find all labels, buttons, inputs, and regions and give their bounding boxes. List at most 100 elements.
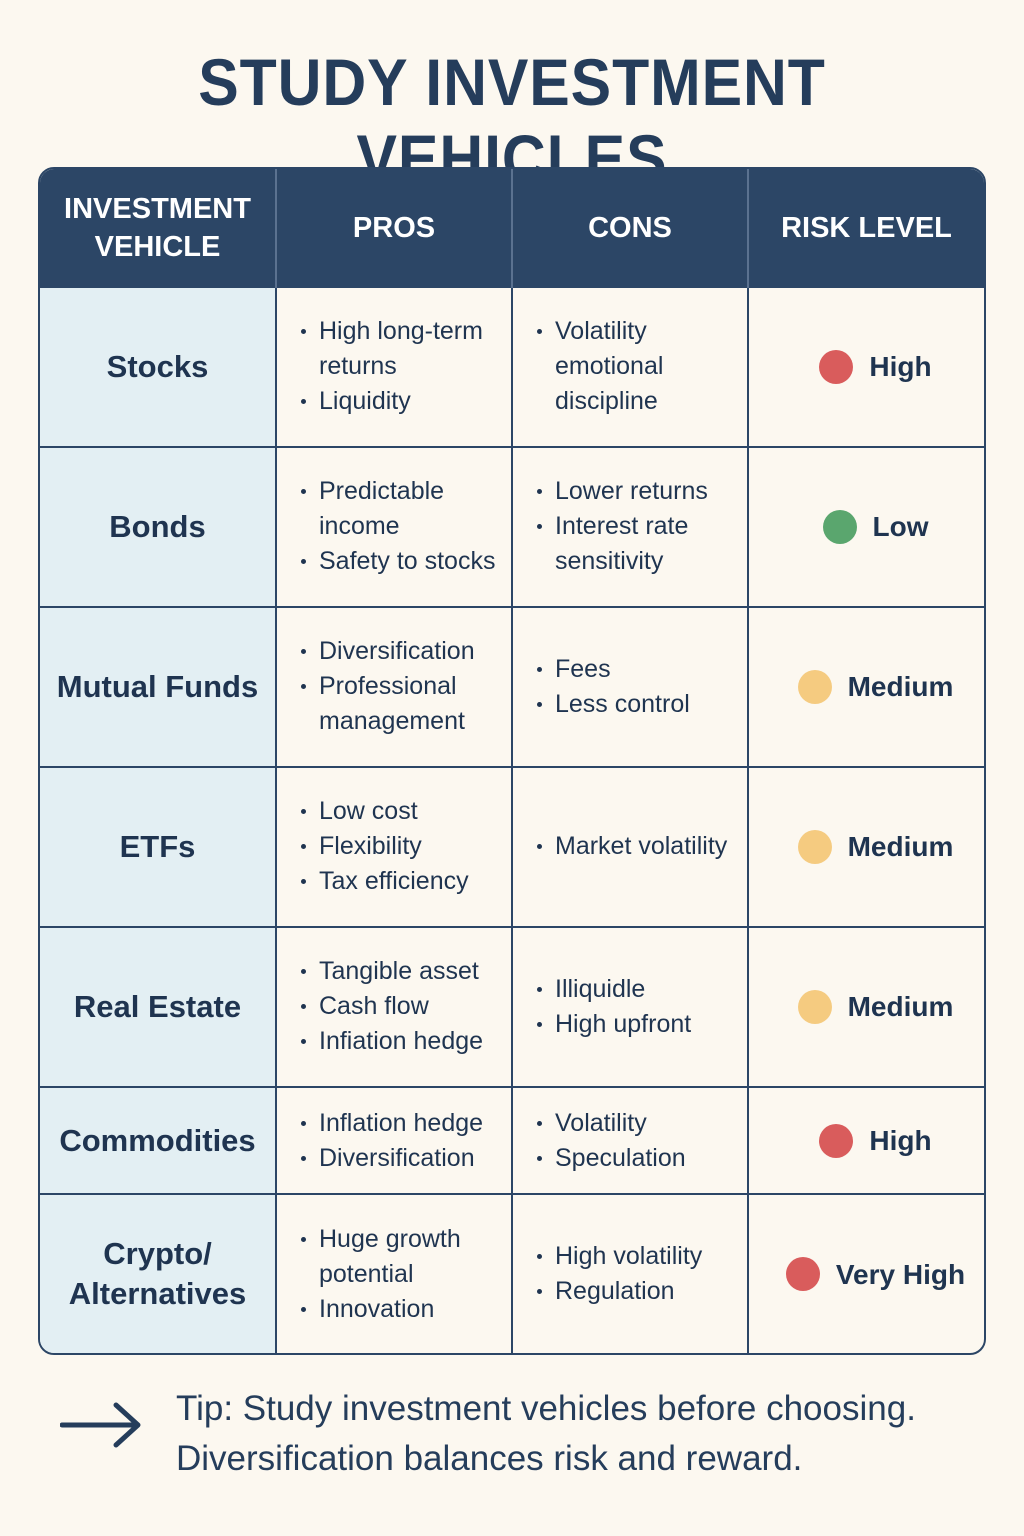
- pros-list: Huge growth potential Innovation: [299, 1222, 507, 1327]
- cons-cell: Market volatility: [512, 765, 749, 927]
- cons-list: Illiquidle High upfront: [535, 972, 743, 1042]
- cons-cell: Fees Less control: [512, 605, 749, 767]
- risk-label: Low: [872, 511, 929, 543]
- risk-dot: [819, 1123, 854, 1158]
- pros-cell: Inflation hedge Diversification: [276, 1085, 513, 1195]
- pro-item: Predictable income: [299, 474, 507, 544]
- vehicle-cell: Bonds: [40, 445, 277, 607]
- pro-item: High long-term returns: [299, 314, 507, 384]
- risk-cell: Medium: [748, 605, 984, 767]
- cons-list: Lower returns Interest rate sensitivity: [535, 474, 743, 579]
- risk-cell: High: [748, 1085, 984, 1195]
- cons-cell: Volatility Speculation: [512, 1085, 749, 1195]
- cons-cell: High volatility Regulation: [512, 1193, 749, 1353]
- risk-dot: [797, 829, 832, 864]
- risk-label: Medium: [847, 671, 954, 703]
- table: INVESTMENT VEHICLE PROS CONS RISK LEVEL Stoc…: [40, 169, 984, 1353]
- cons-cell: Volatility emotional discipline: [512, 286, 749, 447]
- cons-list: Volatility emotional discipline: [535, 314, 743, 419]
- risk-dot: [797, 989, 832, 1024]
- pro-item: Professional management: [299, 669, 507, 739]
- risk-cell: Medium: [748, 925, 984, 1087]
- cons-list: Market volatility: [535, 829, 743, 864]
- con-item: Fees: [535, 652, 743, 687]
- vehicle-cell: Mutual Funds: [40, 605, 277, 767]
- con-item: Interest rate sensitivity: [535, 509, 743, 579]
- pro-item: Diversification: [299, 634, 507, 669]
- risk-indicator: High: [771, 1123, 980, 1158]
- pros-list: Tangible asset Cash flow Infiation hedge: [299, 954, 507, 1059]
- pros-list: Predictable income Safety to stocks: [299, 474, 507, 579]
- tip-line: Tip: Study investment vehicles before ch…: [176, 1389, 916, 1428]
- pro-item: Huge growth potential: [299, 1222, 507, 1292]
- risk-indicator: Medium: [771, 829, 980, 864]
- vehicle-cell: Crypto/ Alternatives: [40, 1193, 277, 1353]
- cons-list: High volatility Regulation: [535, 1239, 743, 1309]
- risk-dot: [819, 349, 854, 384]
- risk-cell: Medium: [748, 765, 984, 927]
- con-item: Regulation: [535, 1274, 743, 1309]
- con-item: Illiquidle: [535, 972, 743, 1007]
- risk-label: Medium: [847, 831, 954, 863]
- con-item: Volatility emotional discipline: [535, 314, 743, 419]
- pros-list: High long-term returns Liquidity: [299, 314, 507, 419]
- vehicle-cell: ETFs: [40, 765, 277, 927]
- header-row: INVESTMENT VEHICLE PROS CONS RISK LEVEL: [40, 169, 984, 287]
- con-item: High volatility: [535, 1239, 743, 1274]
- risk-dot: [797, 669, 832, 704]
- con-item: Volatility: [535, 1106, 743, 1141]
- risk-dot: [785, 1257, 820, 1292]
- table-frame: INVESTMENT VEHICLE PROS CONS RISK LEVEL Stoc…: [38, 167, 986, 1355]
- pro-item: Tax efficiency: [299, 864, 507, 899]
- pro-item: Innovation: [299, 1292, 507, 1327]
- risk-indicator: Low: [771, 509, 980, 544]
- vehicle-cell: Stocks: [40, 286, 277, 447]
- column-header: INVESTMENT VEHICLE: [40, 169, 277, 287]
- pros-cell: Low cost Flexibility Tax efficiency: [276, 765, 513, 927]
- risk-cell: Very High: [748, 1193, 984, 1353]
- vehicle-cell: Commodities: [40, 1085, 277, 1195]
- pros-list: Inflation hedge Diversification: [299, 1106, 507, 1176]
- con-item: Lower returns: [535, 474, 743, 509]
- pros-cell: Predictable income Safety to stocks: [276, 445, 513, 607]
- pros-cell: Huge growth potential Innovation: [276, 1193, 513, 1353]
- table-row: Mutual Funds Diversification Professional …: [40, 605, 984, 767]
- table-row: Bonds Predictable income Safety to stocks L…: [40, 445, 984, 607]
- pros-list: Diversification Professional management: [299, 634, 507, 739]
- con-item: High upfront: [535, 1007, 743, 1042]
- table-row: Crypto/ Alternatives Huge growth potentia…: [40, 1193, 984, 1353]
- pro-item: Liquidity: [299, 384, 507, 419]
- column-header: PROS: [276, 169, 513, 287]
- pro-item: Infiation hedge: [299, 1024, 507, 1059]
- con-item: Market volatility: [535, 829, 743, 864]
- pro-item: Inflation hedge: [299, 1106, 507, 1141]
- risk-dot: [822, 509, 857, 544]
- risk-label: Medium: [847, 991, 954, 1023]
- con-item: Speculation: [535, 1141, 743, 1176]
- risk-label: Very High: [835, 1258, 966, 1290]
- pros-cell: Tangible asset Cash flow Infiation hedge: [276, 925, 513, 1087]
- cons-cell: Lower returns Interest rate sensitivity: [512, 445, 749, 607]
- table-row: ETFs Low cost Flexibility Tax efficiency Mar…: [40, 765, 984, 927]
- risk-indicator: Very High: [771, 1257, 980, 1292]
- pros-cell: High long-term returns Liquidity: [276, 286, 513, 447]
- cons-list: Volatility Speculation: [535, 1106, 743, 1176]
- title: STUDY INVESTMENT VEHICLES: [198, 45, 826, 195]
- cons-list: Fees Less control: [535, 652, 743, 722]
- pros-cell: Diversification Professional management: [276, 605, 513, 767]
- column-header: RISK LEVEL: [748, 169, 984, 287]
- table-row: Real Estate Tangible asset Cash flow Infiat…: [40, 925, 984, 1087]
- risk-indicator: High: [771, 349, 980, 384]
- table-row: Stocks High long-term returns Liquidity Vol…: [40, 286, 984, 447]
- risk-label: High: [869, 1125, 932, 1157]
- pro-item: Flexibility: [299, 829, 507, 864]
- pro-item: Tangible asset: [299, 954, 507, 989]
- tip-line: Diversification balances risk and reward…: [176, 1439, 803, 1478]
- pros-list: Low cost Flexibility Tax efficiency: [299, 794, 507, 899]
- table-row: Commodities Inflation hedge Diversificatio…: [40, 1085, 984, 1195]
- risk-label: High: [869, 351, 932, 383]
- cons-cell: Illiquidle High upfront: [512, 925, 749, 1087]
- pro-item: Safety to stocks: [299, 544, 507, 579]
- risk-cell: Low: [748, 445, 984, 607]
